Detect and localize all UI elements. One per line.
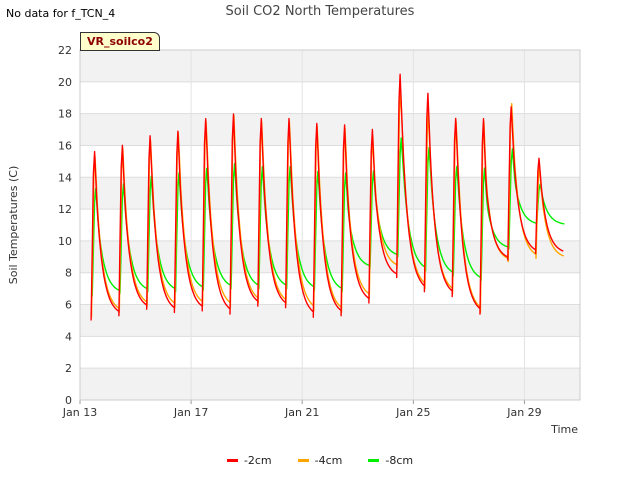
x-axis-label: Time	[550, 423, 578, 436]
y-axis-label: Soil Temperatures (C)	[7, 166, 20, 285]
x-tick-label: Jan 13	[62, 406, 97, 419]
x-tick-label: Jan 21	[284, 406, 319, 419]
y-tick-label: 0	[65, 394, 72, 407]
legend: -2cm -4cm -8cm	[0, 454, 640, 467]
y-tick-label: 12	[58, 203, 72, 216]
legend-item-4cm: -4cm	[297, 454, 343, 467]
grid-band	[80, 50, 580, 82]
x-tick-label: Jan 25	[395, 406, 430, 419]
legend-label-2cm: -2cm	[243, 454, 272, 467]
chart-title: Soil CO2 North Temperatures	[225, 4, 415, 19]
y-tick-label: 14	[58, 171, 72, 184]
plot-frame	[79, 49, 581, 401]
legend-swatch-4cm	[297, 459, 309, 462]
series-line-minus-8cm	[91, 137, 565, 297]
grid-band	[80, 304, 580, 337]
series-line-minus-2cm	[90, 73, 564, 321]
y-tick-label: 22	[58, 44, 72, 57]
y-tick-label: 8	[65, 267, 72, 280]
y-tick-label: 10	[58, 235, 72, 248]
no-data-message: No data for f_TCN_4	[6, 7, 116, 20]
legend-item-8cm: -8cm	[368, 454, 413, 467]
legend-label-4cm: -4cm	[314, 454, 343, 467]
legend-swatch-8cm	[368, 459, 380, 462]
legend-item-2cm: -2cm	[226, 454, 272, 467]
x-tick-label: Jan 29	[506, 406, 541, 419]
y-tick-label: 18	[58, 108, 72, 121]
y-tick-label: 16	[58, 139, 72, 152]
grid-band	[80, 368, 580, 400]
grid-band	[80, 113, 580, 146]
y-tick-label: 6	[65, 299, 72, 312]
x-tick-label: Jan 17	[173, 406, 208, 419]
y-tick-label: 2	[65, 362, 72, 375]
y-tick-label: 20	[58, 76, 72, 89]
station-badge[interactable]: VR_soilco2	[80, 32, 160, 51]
grid-band	[80, 177, 580, 210]
legend-label-8cm: -8cm	[385, 454, 414, 467]
legend-swatch-2cm	[226, 459, 238, 462]
y-tick-label: 4	[65, 330, 72, 343]
